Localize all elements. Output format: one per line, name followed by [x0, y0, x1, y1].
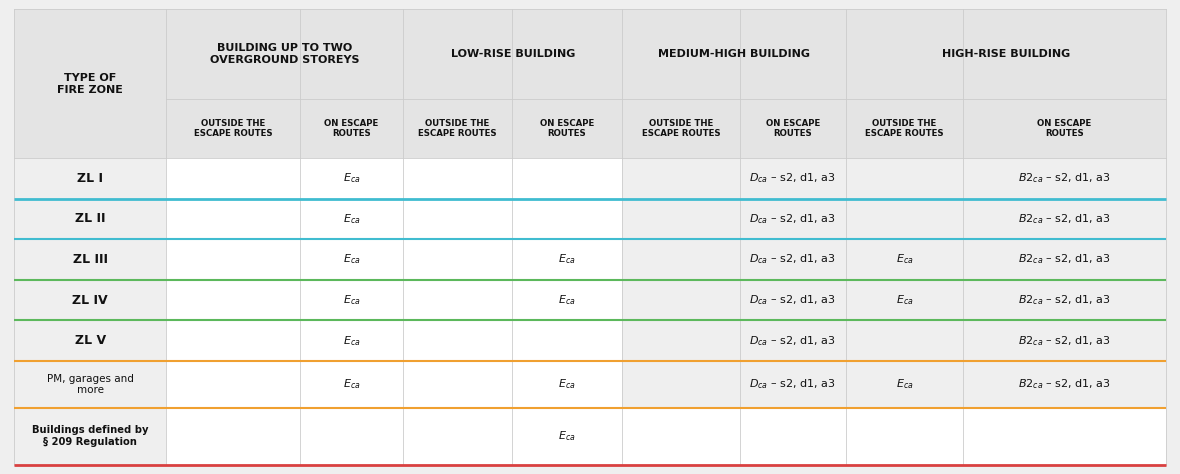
Text: ZL V: ZL V [74, 334, 106, 347]
Text: ZL III: ZL III [73, 253, 107, 266]
Text: $B2_{ca}$ – s2, d1, a3: $B2_{ca}$ – s2, d1, a3 [1018, 377, 1110, 391]
Text: $E_{ca}$: $E_{ca}$ [896, 253, 913, 266]
Text: $E_{ca}$: $E_{ca}$ [343, 253, 360, 266]
Text: $E_{ca}$: $E_{ca}$ [558, 377, 576, 391]
Text: Buildings defined by
§ 209 Regulation: Buildings defined by § 209 Regulation [32, 425, 149, 447]
Text: ZL IV: ZL IV [72, 293, 109, 307]
Text: $D_{ca}$ – s2, d1, a3: $D_{ca}$ – s2, d1, a3 [749, 377, 835, 391]
Bar [166, 239, 622, 280]
Text: MEDIUM-HIGH BUILDING: MEDIUM-HIGH BUILDING [658, 49, 809, 59]
Text: LOW-RISE BUILDING: LOW-RISE BUILDING [451, 49, 575, 59]
Text: $E_{ca}$: $E_{ca}$ [343, 334, 360, 347]
Text: OUTSIDE THE
ESCAPE ROUTES: OUTSIDE THE ESCAPE ROUTES [418, 119, 497, 138]
Text: $E_{ca}$: $E_{ca}$ [896, 377, 913, 391]
Text: $D_{ca}$ – s2, d1, a3: $D_{ca}$ – s2, d1, a3 [749, 253, 835, 266]
Text: $D_{ca}$ – s2, d1, a3: $D_{ca}$ – s2, d1, a3 [749, 293, 835, 307]
Text: ZL II: ZL II [74, 212, 105, 225]
Text: HIGH-RISE BUILDING: HIGH-RISE BUILDING [942, 49, 1070, 59]
Text: $B2_{ca}$ – s2, d1, a3: $B2_{ca}$ – s2, d1, a3 [1018, 172, 1110, 185]
Text: $B2_{ca}$ – s2, d1, a3: $B2_{ca}$ – s2, d1, a3 [1018, 334, 1110, 347]
Text: $B2_{ca}$ – s2, d1, a3: $B2_{ca}$ – s2, d1, a3 [1018, 212, 1110, 226]
Bar [166, 361, 622, 408]
Text: $D_{ca}$ – s2, d1, a3: $D_{ca}$ – s2, d1, a3 [749, 172, 835, 185]
Text: $E_{ca}$: $E_{ca}$ [896, 293, 913, 307]
Text: $B2_{ca}$ – s2, d1, a3: $B2_{ca}$ – s2, d1, a3 [1018, 293, 1110, 307]
Text: $D_{ca}$ – s2, d1, a3: $D_{ca}$ – s2, d1, a3 [749, 334, 835, 347]
Bar [14, 99, 1166, 158]
Text: ON ESCAPE
ROUTES: ON ESCAPE ROUTES [1037, 119, 1092, 138]
Bar [166, 199, 622, 239]
Text: $E_{ca}$: $E_{ca}$ [343, 293, 360, 307]
Text: OUTSIDE THE
ESCAPE ROUTES: OUTSIDE THE ESCAPE ROUTES [865, 119, 944, 138]
Text: ON ESCAPE
ROUTES: ON ESCAPE ROUTES [766, 119, 820, 138]
Text: PM, garages and
more: PM, garages and more [47, 374, 133, 395]
Text: OUTSIDE THE
ESCAPE ROUTES: OUTSIDE THE ESCAPE ROUTES [642, 119, 720, 138]
Text: ON ESCAPE
ROUTES: ON ESCAPE ROUTES [324, 119, 379, 138]
Text: $E_{ca}$: $E_{ca}$ [558, 429, 576, 443]
Text: $E_{ca}$: $E_{ca}$ [558, 253, 576, 266]
Text: $E_{ca}$: $E_{ca}$ [343, 212, 360, 226]
Text: TYPE OF
FIRE ZONE: TYPE OF FIRE ZONE [58, 73, 123, 94]
Text: $E_{ca}$: $E_{ca}$ [343, 377, 360, 391]
Text: $E_{ca}$: $E_{ca}$ [343, 172, 360, 185]
Text: ZL I: ZL I [77, 172, 103, 185]
Text: ON ESCAPE
ROUTES: ON ESCAPE ROUTES [539, 119, 594, 138]
Text: $B2_{ca}$ – s2, d1, a3: $B2_{ca}$ – s2, d1, a3 [1018, 253, 1110, 266]
Bar [14, 9, 1166, 99]
Text: $D_{ca}$ – s2, d1, a3: $D_{ca}$ – s2, d1, a3 [749, 212, 835, 226]
Bar [166, 408, 1166, 465]
Bar [166, 280, 622, 320]
Text: $E_{ca}$: $E_{ca}$ [558, 293, 576, 307]
Text: OUTSIDE THE
ESCAPE ROUTES: OUTSIDE THE ESCAPE ROUTES [194, 119, 273, 138]
Bar [166, 320, 622, 361]
Bar [166, 158, 622, 199]
Text: BUILDING UP TO TWO
OVERGROUND STOREYS: BUILDING UP TO TWO OVERGROUND STOREYS [210, 44, 360, 65]
